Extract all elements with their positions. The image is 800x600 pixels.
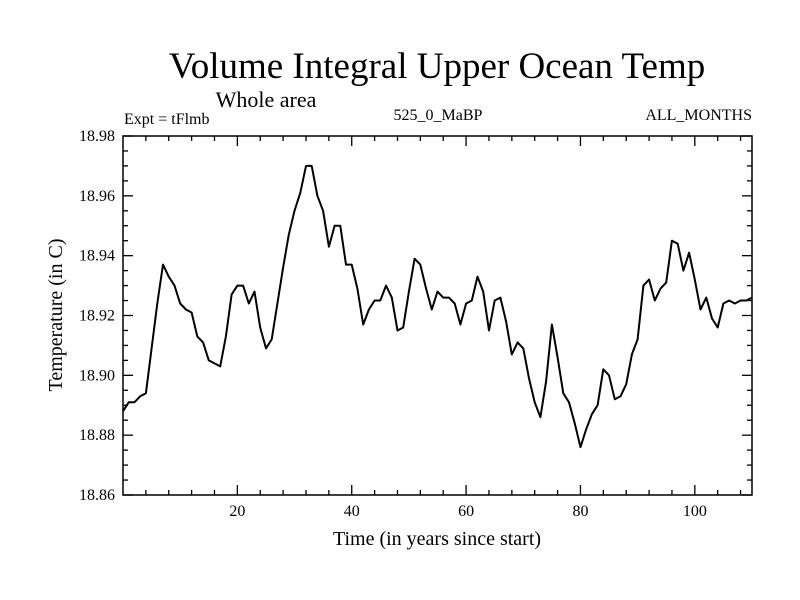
x-tick-label: 100 — [683, 503, 707, 520]
x-axis-label: Time (in years since start) — [333, 528, 541, 550]
y-tick-label: 18.92 — [79, 308, 115, 325]
axis-ticks — [123, 135, 752, 496]
x-tick-label: 80 — [572, 503, 588, 520]
y-tick-label: 18.94 — [79, 248, 115, 265]
series-line — [122, 164, 753, 449]
x-tick-label: 40 — [344, 503, 360, 520]
period-label: 525_0_MaBP — [394, 107, 483, 124]
y-tick-label: 18.90 — [79, 367, 115, 384]
data-lines — [122, 164, 753, 449]
y-tick-label: 18.96 — [79, 188, 115, 205]
experiment-label: Expt = tFlmb — [124, 111, 209, 128]
chart-title: Volume Integral Upper Ocean Temp — [169, 46, 705, 87]
tick-labels: 18.86 18.88 18.90 18.92 18.94 18.96 18.98 20 40 6… — [79, 128, 707, 520]
x-tick-label: 60 — [458, 503, 474, 520]
plot-frame — [122, 135, 753, 496]
y-axis-label: Temperature (in C) — [45, 239, 67, 392]
months-label: ALL_MONTHS — [645, 107, 752, 124]
y-tick-label: 18.98 — [79, 128, 115, 145]
chart-subtitle: Whole area — [216, 87, 317, 112]
x-tick-label: 20 — [229, 503, 245, 520]
y-tick-label: 18.86 — [79, 487, 115, 504]
y-tick-label: 18.88 — [79, 427, 115, 444]
